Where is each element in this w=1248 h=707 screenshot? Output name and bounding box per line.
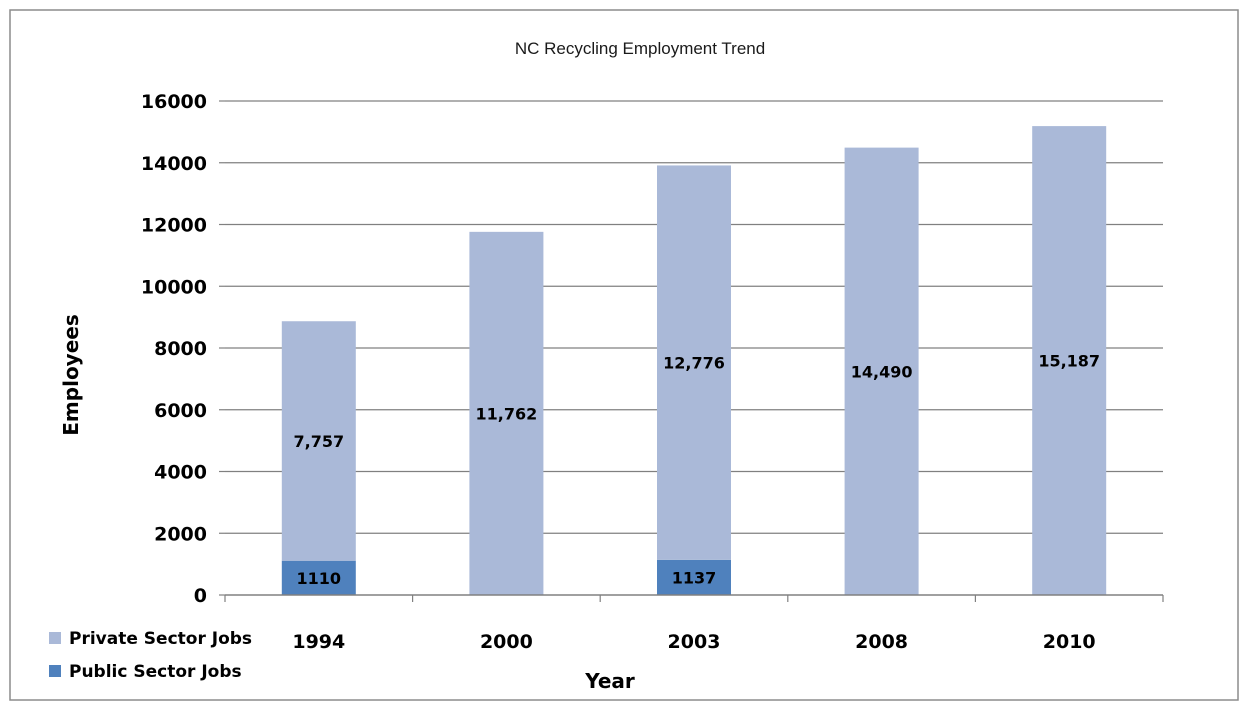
data-label: 7,757 (293, 432, 344, 451)
y-tick-label: 6000 (154, 400, 207, 422)
bar-private-sector-jobs-2003 (657, 165, 731, 560)
y-tick-label: 8000 (154, 338, 207, 360)
y-tick-label: 0 (194, 585, 207, 607)
x-tick-label: 2000 (480, 631, 533, 653)
y-axis-ticks: 0 2000 4000 6000 8000 10000 12000 14000 16000 (141, 91, 225, 607)
bar-private-sector-jobs-2010 (1032, 126, 1107, 595)
data-label: 11,762 (476, 404, 538, 423)
bar-public-sector-jobs-1994 (281, 560, 356, 595)
data-label: 1137 (672, 568, 717, 587)
data-label: 12,776 (663, 354, 725, 373)
x-tick-label: 2008 (855, 631, 908, 653)
bar-private-sector-jobs-2008 (844, 147, 919, 595)
y-axis-label: Employees (59, 314, 83, 435)
legend-label: Public Sector Jobs (69, 662, 242, 682)
data-labels: 1110 7,757 11,762 1137 12,776 14,490 15,187 (293, 352, 1100, 588)
chart-title: NC Recycling Employment Trend (515, 39, 765, 58)
bars (281, 126, 1107, 595)
data-label: 1110 (297, 569, 342, 588)
y-tick-label: 10000 (141, 276, 207, 298)
data-label: 14,490 (851, 362, 913, 381)
y-tick-label: 14000 (141, 153, 207, 175)
x-axis-label: Year (584, 669, 635, 693)
y-tick-label: 2000 (154, 523, 207, 545)
legend: Private Sector Jobs Public Sector Jobs (49, 629, 252, 682)
legend-swatch (49, 665, 61, 677)
y-tick-label: 16000 (141, 91, 207, 113)
data-label: 15,187 (1038, 352, 1100, 371)
x-tick-label: 1994 (292, 631, 345, 653)
legend-swatch (49, 632, 61, 644)
bar-private-sector-jobs-1994 (281, 321, 356, 561)
y-tick-label: 4000 (154, 462, 207, 484)
x-tick-label: 2003 (668, 631, 721, 653)
legend-label: Private Sector Jobs (69, 629, 252, 649)
x-axis (224, 594, 1164, 602)
x-tick-label: 2010 (1043, 631, 1096, 653)
x-axis-ticks: 1994 2000 2003 2008 2010 (292, 631, 1095, 653)
y-tick-label: 12000 (141, 215, 207, 237)
bar-public-sector-jobs-2003 (657, 559, 731, 595)
bar-private-sector-jobs-2000 (469, 231, 544, 595)
